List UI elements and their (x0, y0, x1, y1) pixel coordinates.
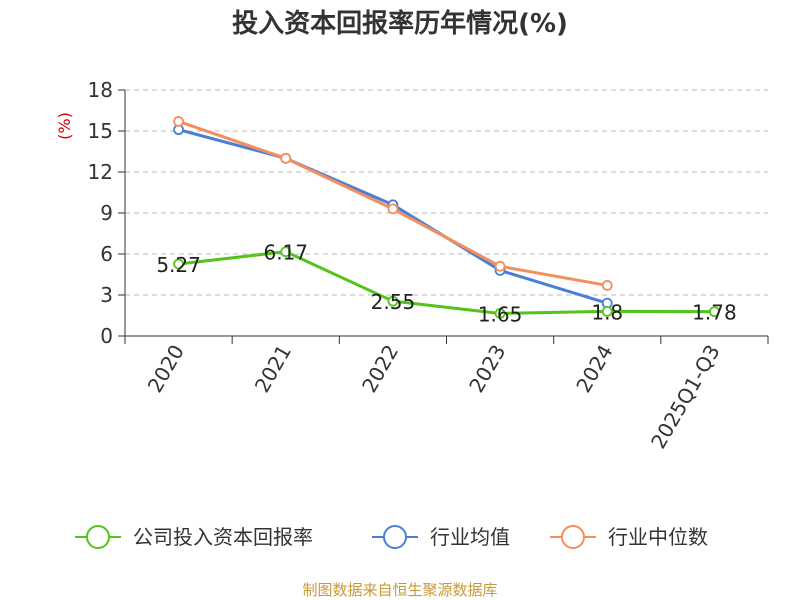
y-tick-label: 15 (88, 119, 113, 143)
data-point-2-4 (601, 280, 613, 291)
y-tick-label: 9 (100, 201, 113, 225)
data-point-2-2 (387, 203, 399, 215)
series-layer: 5.27 6.17 2.55 1.65 1.8 1.78 (156, 116, 737, 326)
y-axis-ticks: 0 3 6 9 12 15 18 (88, 78, 125, 348)
data-point-0-3 (494, 308, 506, 319)
y-axis-unit-label: (%) (55, 112, 74, 140)
data-point-2-3 (494, 260, 506, 272)
x-axis-ticks: 2020 2021 2022 2023 2024 2025Q1-Q3 (124, 336, 769, 453)
legend-swatch-marker (561, 525, 585, 549)
x-tick-label: 2020 (143, 341, 189, 397)
x-tick-label: 2024 (571, 341, 617, 397)
legend-swatch-marker (86, 525, 110, 549)
legend-item-1: 行业均值 (372, 525, 510, 549)
series-line-1 (178, 128, 608, 305)
grid-lines (125, 89, 768, 296)
y-tick-label: 12 (88, 160, 113, 184)
y-tick-label: 0 (100, 324, 113, 348)
legend-item-2: 行业中位数 (550, 525, 708, 549)
data-point-0-5 (709, 306, 720, 318)
chart-title: 投入资本回报率历年情况(%) (232, 8, 568, 39)
series-line-0 (178, 250, 715, 315)
data-source-note: 制图数据来自恒生聚源数据库 (302, 581, 497, 599)
data-label: 5.27 (156, 253, 201, 277)
axes (124, 90, 768, 337)
data-label: 1.65 (478, 302, 523, 326)
x-tick-label: 2022 (357, 341, 403, 397)
y-tick-label: 18 (88, 78, 113, 102)
x-tick-label: 2025Q1-Q3 (646, 341, 725, 453)
legend-label: 公司投入资本回报率 (133, 525, 313, 549)
data-point-0-1 (280, 246, 292, 258)
data-point-0-4 (601, 305, 613, 317)
data-point-0-0 (173, 258, 184, 270)
legend-label: 行业均值 (430, 525, 510, 549)
data-label: 6.17 (263, 241, 308, 265)
legend-item-0: 公司投入资本回报率 (75, 525, 313, 549)
legend: 公司投入资本回报率 行业均值 行业中位数 (75, 525, 708, 549)
y-tick-label: 3 (100, 283, 113, 307)
legend-swatch-marker (383, 525, 407, 549)
data-label: 2.55 (371, 290, 416, 314)
data-label: 1.78 (692, 301, 737, 325)
legend-label: 行业中位数 (608, 525, 708, 549)
data-point-2-1 (280, 152, 292, 164)
y-tick-label: 6 (100, 242, 113, 266)
data-label: 1.8 (591, 300, 623, 324)
x-tick-label: 2021 (250, 341, 296, 397)
x-tick-label: 2023 (464, 341, 510, 397)
data-point-0-2 (387, 295, 399, 307)
data-point-2-0 (173, 116, 184, 127)
